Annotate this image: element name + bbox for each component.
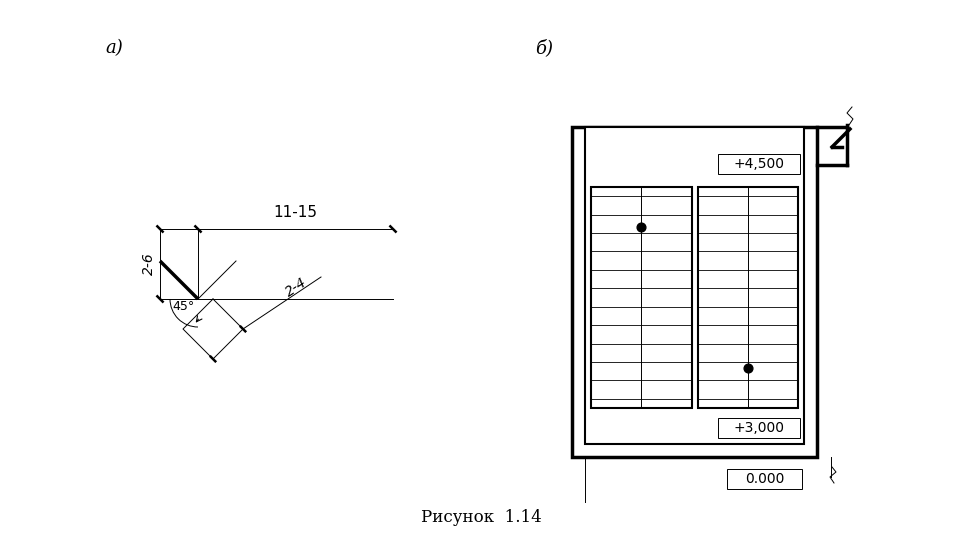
Text: Рисунок  1.14: Рисунок 1.14 bbox=[421, 509, 541, 526]
Bar bbox=[591, 187, 691, 408]
Bar bbox=[697, 187, 798, 408]
Bar bbox=[727, 469, 802, 489]
Text: 0.000: 0.000 bbox=[744, 472, 784, 486]
Bar bbox=[585, 127, 804, 444]
Bar bbox=[572, 127, 817, 457]
Text: +4,500: +4,500 bbox=[734, 157, 785, 171]
Bar bbox=[718, 154, 800, 174]
Bar bbox=[718, 418, 800, 438]
Text: а): а) bbox=[105, 39, 122, 57]
Text: б): б) bbox=[535, 39, 553, 57]
Text: 45°: 45° bbox=[172, 300, 195, 313]
Text: 2-6: 2-6 bbox=[142, 253, 156, 275]
Text: 2-4: 2-4 bbox=[283, 275, 309, 299]
Text: 11-15: 11-15 bbox=[273, 205, 318, 220]
Text: +3,000: +3,000 bbox=[734, 421, 785, 435]
